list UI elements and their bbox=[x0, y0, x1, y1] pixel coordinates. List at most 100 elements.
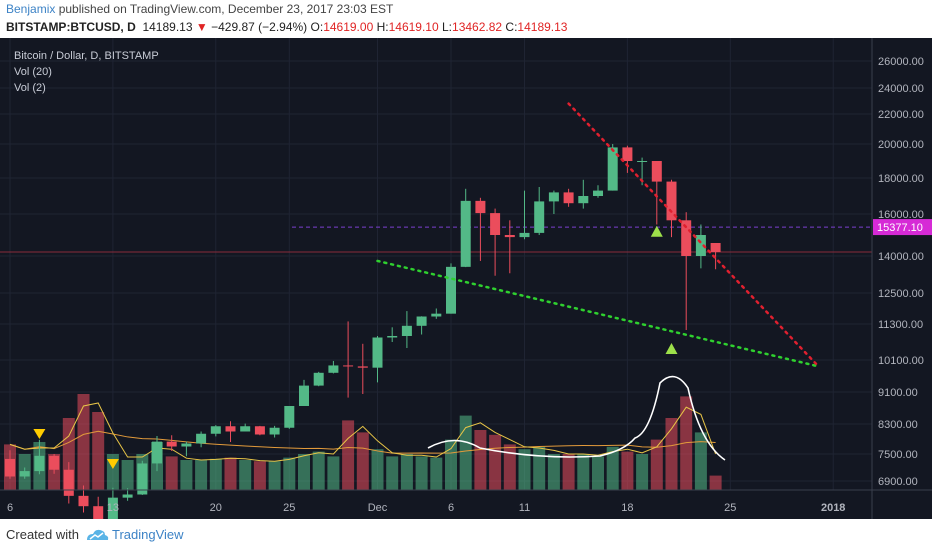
candle-body bbox=[681, 220, 692, 256]
candle-body bbox=[299, 385, 309, 406]
tradingview-logo-icon[interactable] bbox=[84, 526, 110, 544]
open-value: 14619.00 bbox=[323, 20, 374, 34]
volume-bar bbox=[562, 454, 575, 490]
volume-bar bbox=[283, 457, 296, 490]
candle-body bbox=[578, 196, 589, 204]
candle-body bbox=[504, 235, 515, 238]
candle-body bbox=[637, 161, 648, 162]
volume-bar bbox=[665, 418, 678, 490]
candle-body bbox=[548, 192, 559, 202]
x-tick-label: 6 bbox=[448, 502, 454, 514]
down-arrow-icon bbox=[33, 429, 46, 439]
volume-bar bbox=[342, 420, 355, 490]
author-link[interactable]: Benjamix bbox=[6, 2, 56, 16]
volume-bar bbox=[518, 449, 531, 490]
x-tick-label: 2018 bbox=[821, 502, 845, 514]
chart-pane[interactable]: 26000.00 24000.00 22000.00 20000.00 18000.00… bbox=[0, 38, 932, 519]
volume-highlight-outline bbox=[427, 375, 726, 461]
y-tick-label: 6900.00 bbox=[878, 476, 918, 488]
vol2-legend[interactable]: Vol (2) bbox=[14, 82, 46, 94]
candle-body bbox=[475, 200, 486, 214]
candle-body bbox=[431, 313, 442, 317]
volume-bar bbox=[224, 457, 237, 490]
candle-body bbox=[622, 147, 633, 161]
chart-header: Benjamix published on TradingView.com, D… bbox=[0, 0, 932, 38]
candle-body bbox=[357, 366, 368, 368]
candle-body bbox=[137, 463, 148, 495]
vol20-legend[interactable]: Vol (20) bbox=[14, 66, 52, 78]
volume-bar bbox=[430, 457, 443, 490]
volume-bar bbox=[239, 460, 252, 490]
volume-bar bbox=[180, 460, 193, 490]
candle-body bbox=[5, 458, 15, 477]
y-tick-label: 16000.00 bbox=[878, 209, 924, 221]
volume-bar bbox=[371, 449, 384, 490]
x-tick-label: 25 bbox=[283, 502, 295, 514]
y-tick-label: 26000.00 bbox=[878, 56, 924, 68]
x-tick-label: 18 bbox=[621, 502, 633, 514]
publish-line: Benjamix published on TradingView.com, D… bbox=[6, 2, 393, 16]
candle-body bbox=[519, 232, 530, 238]
open-label: O: bbox=[310, 20, 324, 34]
price-tag-label: 15377.10 bbox=[877, 222, 923, 234]
candle-body bbox=[563, 192, 574, 204]
volume-bar bbox=[577, 454, 590, 490]
candle-body bbox=[343, 365, 354, 367]
volume-bar bbox=[165, 456, 178, 490]
candle-body bbox=[34, 455, 45, 472]
x-tick-label: Dec bbox=[368, 502, 388, 514]
close-label: C: bbox=[505, 20, 518, 34]
volume-bar bbox=[356, 432, 369, 490]
candle-body bbox=[152, 441, 162, 464]
candle-body bbox=[254, 426, 265, 435]
x-tick-label: 20 bbox=[210, 502, 222, 514]
vol2-ma-line bbox=[9, 402, 717, 462]
x-tick-label: 25 bbox=[724, 502, 736, 514]
y-tick-label: 18000.00 bbox=[878, 173, 924, 185]
volume-bar bbox=[636, 454, 649, 490]
low-label: L: bbox=[442, 20, 453, 34]
price-tag-box bbox=[873, 219, 932, 236]
x-tick-label: 13 bbox=[107, 502, 119, 514]
volume-bar bbox=[400, 454, 413, 490]
tradingview-brand[interactable]: TradingView bbox=[112, 527, 184, 542]
y-tick-label: 11300.00 bbox=[878, 319, 923, 331]
close-value: 14189.13 bbox=[517, 20, 568, 34]
volume-bar bbox=[312, 451, 325, 490]
volume-bar bbox=[650, 439, 663, 490]
volume-bar bbox=[547, 454, 560, 490]
candle-body bbox=[166, 441, 177, 447]
y-tick-label: 14000.00 bbox=[878, 251, 924, 263]
up-arrow-icon bbox=[665, 343, 678, 354]
support-trend-line bbox=[376, 259, 820, 368]
volume-bar bbox=[533, 446, 546, 490]
vol20-ma-line bbox=[9, 430, 716, 454]
candle-body bbox=[107, 497, 118, 519]
candle-body bbox=[416, 316, 427, 326]
volume-bar bbox=[209, 458, 222, 490]
candle-body bbox=[651, 161, 662, 182]
volume-bar bbox=[77, 394, 90, 490]
volume-bar bbox=[680, 396, 693, 490]
change-down-icon: ▼ bbox=[195, 20, 208, 34]
footer: Created with TradingView bbox=[0, 519, 932, 550]
candle-body bbox=[49, 455, 60, 470]
candle-body bbox=[710, 243, 721, 253]
candle-body bbox=[490, 213, 501, 235]
created-with-text: Created with bbox=[6, 527, 79, 542]
y-tick-label: 7500.00 bbox=[878, 449, 918, 461]
x-tick-label: 11 bbox=[519, 502, 530, 514]
candle-body bbox=[328, 365, 339, 373]
y-tick-label: 8300.00 bbox=[878, 419, 918, 431]
candle-body bbox=[460, 200, 471, 267]
up-arrow-icon bbox=[650, 225, 663, 237]
volume-bar bbox=[268, 461, 281, 490]
change-value: −429.87 (−2.94%) bbox=[211, 20, 308, 34]
price-chart[interactable]: 26000.00 24000.00 22000.00 20000.00 18000.00… bbox=[0, 38, 932, 519]
y-tick-label: 10100.00 bbox=[878, 355, 924, 367]
resistance-trend-line bbox=[567, 102, 820, 368]
ohlc-line: BITSTAMP:BTCUSD, D 14189.13 ▼ −429.87 (−… bbox=[6, 20, 567, 34]
volume-bar bbox=[606, 446, 619, 490]
chart-legend: Bitcoin / Dollar, D, BITSTAMP Vol (20) V… bbox=[14, 48, 159, 96]
volume-bar bbox=[195, 460, 208, 490]
